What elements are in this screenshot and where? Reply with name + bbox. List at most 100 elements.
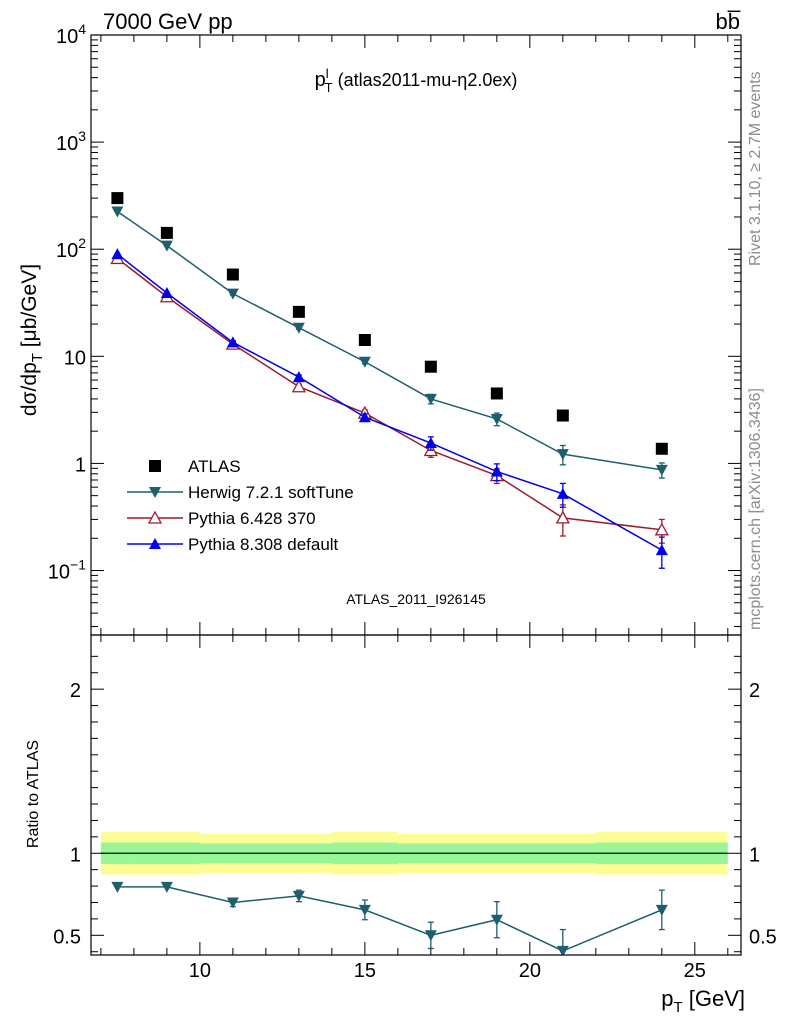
data-point xyxy=(490,413,503,425)
y-tick-label-exponent: 2 xyxy=(78,235,86,251)
legend: ATLAS Herwig 7.2.1 softTune Pythia 6.428 3… xyxy=(127,457,354,554)
ratio-point xyxy=(424,930,437,942)
data-point xyxy=(226,288,239,300)
data-point xyxy=(291,379,306,393)
data-point xyxy=(655,464,668,476)
data-point xyxy=(490,465,503,477)
main-series-group xyxy=(110,192,669,569)
y-label-unit: [μb/GeV] xyxy=(18,264,41,353)
data-point xyxy=(226,336,239,348)
ratio-y-tick-label-right: 2 xyxy=(749,680,760,702)
ratio-axis-ticks: 0.5 0.5 1 1 2 2 10 15 20 25 xyxy=(53,635,777,982)
y-tick-label: 10 xyxy=(64,347,86,369)
rivet-version-label: Rivet 3.1.10, ≥ 2.7M events xyxy=(747,71,764,266)
legend-marker xyxy=(147,510,163,524)
main-title-superscript: l xyxy=(326,66,329,81)
y-tick-label-base: 10 xyxy=(56,133,78,155)
data-point xyxy=(490,387,503,400)
data-point xyxy=(424,393,437,405)
ratio-point xyxy=(655,904,668,916)
ratio-point xyxy=(490,914,503,926)
ratio-series-line xyxy=(117,886,663,952)
legend-marker xyxy=(149,460,161,472)
main-plot-title: pl T (atlas2011-mu-η2.0ex) xyxy=(315,66,518,95)
legend-marker xyxy=(149,487,161,498)
series-line xyxy=(116,253,663,551)
data-point xyxy=(292,322,305,334)
legend-label: ATLAS xyxy=(188,457,241,476)
x-tick-label: 20 xyxy=(519,960,541,982)
x-label-subscript: T xyxy=(673,999,682,1016)
data-point xyxy=(556,487,569,499)
y-tick-label-base: 1 xyxy=(75,454,86,476)
x-label-unit: [GeV] xyxy=(683,986,745,1011)
data-point xyxy=(358,356,371,368)
y-tick-label-base: 10 xyxy=(56,240,78,262)
legend-label: Pythia 8.308 default xyxy=(188,535,339,554)
mcplots-label: mcplots.cern.ch [arXiv:1306.3436] xyxy=(747,388,764,630)
data-point xyxy=(556,449,569,461)
ratio-series-0 xyxy=(111,881,668,955)
ratio-point xyxy=(556,945,569,955)
ratio-y-axis-label: Ratio to ATLAS xyxy=(25,740,42,848)
x-tick-label: 15 xyxy=(354,960,376,982)
x-tick-label: 10 xyxy=(189,960,211,982)
process-label: bb̅ xyxy=(715,9,740,34)
y-tick-label: 103 xyxy=(56,128,86,155)
x-label-p: p xyxy=(661,986,673,1011)
series-0 xyxy=(111,192,668,455)
ratio-point xyxy=(292,890,305,902)
data-point xyxy=(655,442,668,455)
data-point xyxy=(654,522,669,536)
ratio-y-tick-label: 2 xyxy=(70,680,81,702)
data-point xyxy=(556,409,569,422)
ratio-y-tick-label: 1 xyxy=(70,844,81,866)
collision-label: 7000 GeV pp xyxy=(103,9,233,34)
ratio-series-group xyxy=(111,881,668,955)
series-1 xyxy=(111,206,668,479)
y-tick-label-base: 10 xyxy=(56,26,78,48)
y-tick-label-exponent: −1 xyxy=(70,557,86,573)
data-point xyxy=(292,371,305,383)
data-point xyxy=(111,192,124,205)
ratio-point xyxy=(358,904,371,916)
legend-label: Pythia 6.428 370 xyxy=(188,509,316,528)
series-3 xyxy=(111,248,668,569)
ratio-point xyxy=(226,897,239,909)
ratio-panel: 0.5 0.5 1 1 2 2 10 15 20 25 Ratio to ATLAS pT [Ge… xyxy=(25,634,777,1016)
y-tick-label-base: 10 xyxy=(64,347,86,369)
data-point xyxy=(111,248,124,260)
y-tick-label-exponent: 4 xyxy=(78,21,86,37)
ratio-frame xyxy=(90,634,742,956)
data-point xyxy=(555,510,570,524)
y-tick-label: 104 xyxy=(56,21,86,48)
data-point xyxy=(424,437,437,449)
main-title-subscript: T xyxy=(325,80,333,95)
ratio-point xyxy=(111,881,124,893)
data-point xyxy=(160,240,173,252)
main-title-p: p xyxy=(315,69,326,91)
x-axis-label: pT [GeV] xyxy=(661,986,745,1016)
y-tick-label: 10−1 xyxy=(48,557,86,584)
y-tick-label: 1 xyxy=(75,454,86,476)
data-point xyxy=(358,333,371,346)
main-title-rest: (atlas2011-mu-η2.0ex) xyxy=(333,70,518,90)
legend-marker xyxy=(149,538,161,549)
main-y-axis-label: dσ/dpT [μb/GeV] xyxy=(18,264,46,416)
y-tick-label-base: 10 xyxy=(48,562,70,584)
y-tick-label: 102 xyxy=(56,235,86,262)
legend-label: Herwig 7.2.1 softTune xyxy=(188,483,354,502)
ratio-y-tick-label-right: 0.5 xyxy=(749,926,777,948)
data-point xyxy=(358,411,371,423)
y-label-main: dσ/dp xyxy=(18,362,41,416)
data-point xyxy=(292,305,305,318)
data-point xyxy=(424,360,437,373)
y-tick-label-exponent: 3 xyxy=(78,128,86,144)
data-point xyxy=(160,287,173,299)
data-point xyxy=(226,268,239,281)
data-point xyxy=(111,206,124,218)
ratio-y-tick-label: 0.5 xyxy=(53,926,81,948)
